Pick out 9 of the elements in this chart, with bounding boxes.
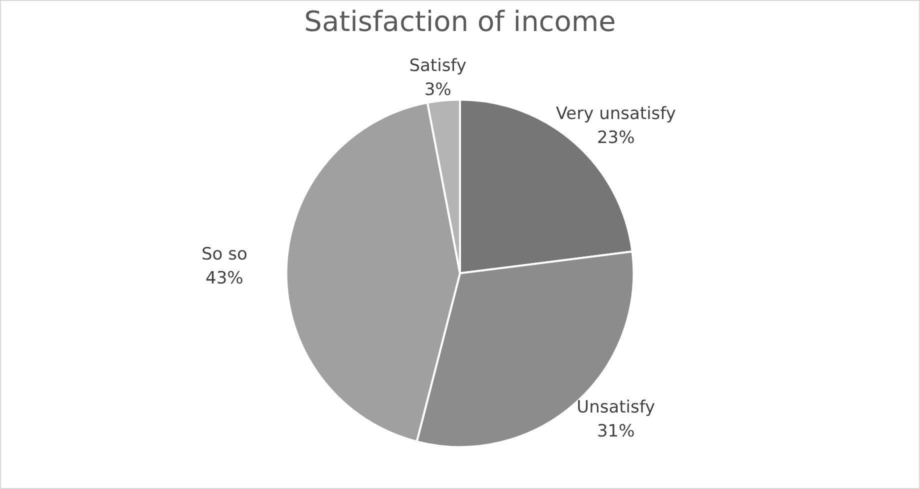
slice-label: So so [201,244,248,265]
chart-title: Satisfaction of income [304,5,616,38]
slice-label: Unsatisfy [576,398,656,418]
slice-label: Satisfy [409,56,466,76]
data-label: 31% [596,422,635,442]
data-label: 23% [596,128,635,148]
data-label: 43% [206,268,244,289]
slice-label: Very unsatisfy [556,104,676,124]
data-label: 3% [424,80,452,100]
